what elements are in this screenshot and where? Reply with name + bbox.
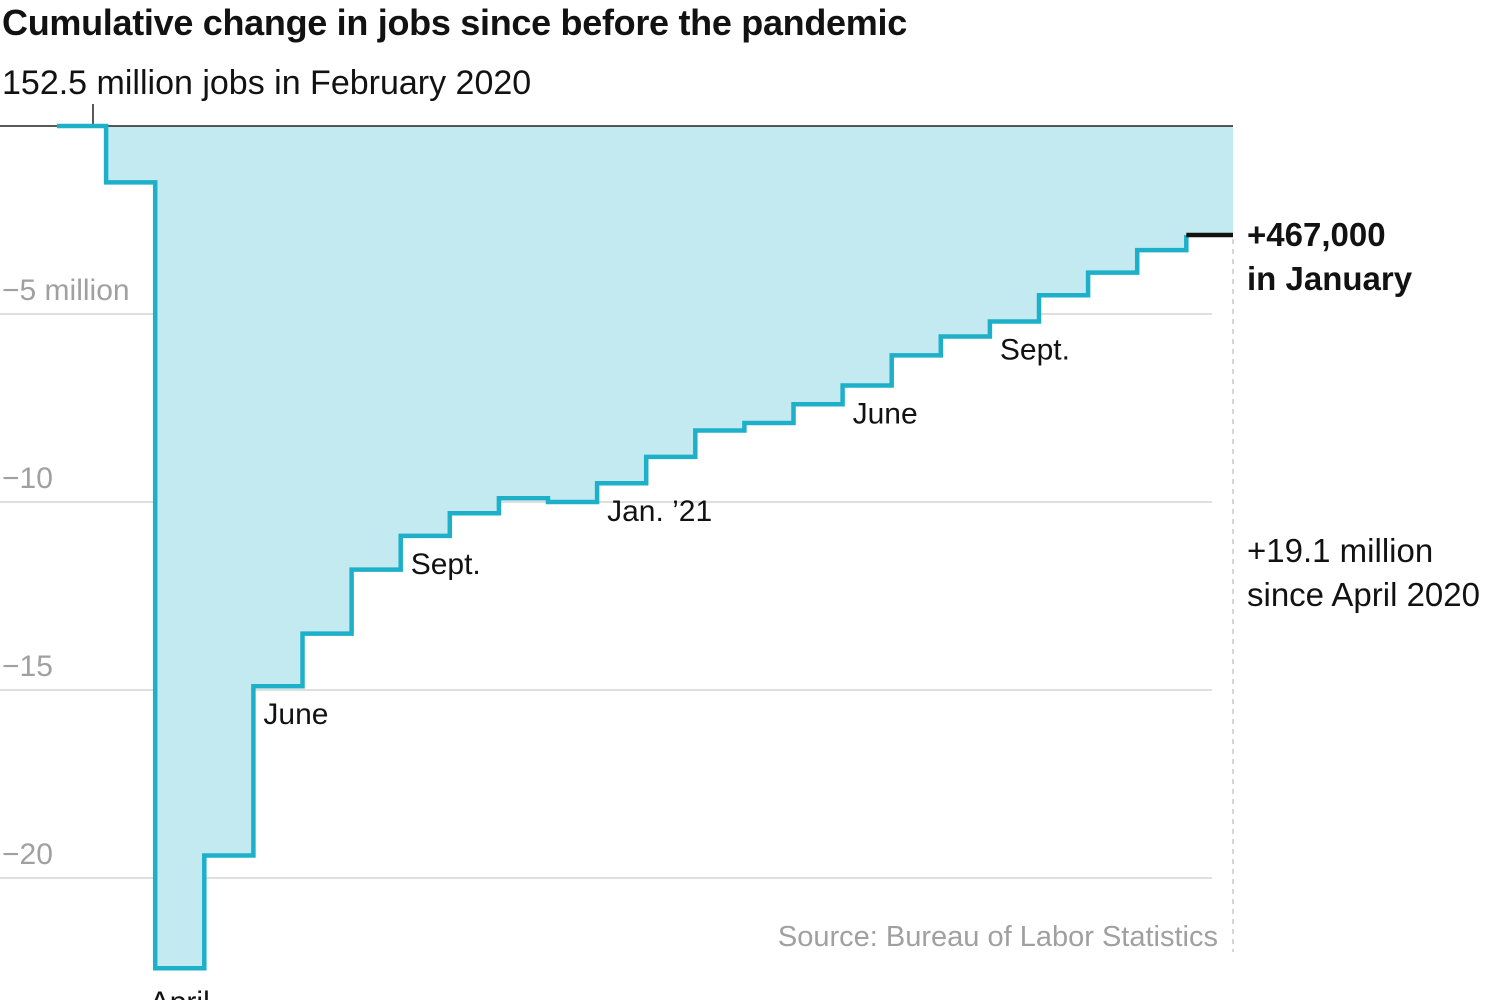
month-label: June — [263, 698, 328, 731]
recovery-total-period: since April 2020 — [1247, 576, 1480, 613]
source-note: Source: Bureau of Labor Statistics — [778, 921, 1218, 953]
latest-change-period: in January — [1247, 260, 1413, 297]
chart-title: Cumulative change in jobs since before t… — [2, 2, 907, 43]
baseline-label: 152.5 million jobs in February 2020 — [2, 64, 531, 102]
job-change-step-line — [57, 123, 1189, 971]
month-label: Jan. ’21 — [607, 495, 712, 528]
y-tick-label: −15 — [2, 650, 53, 683]
month-labels: April June Sept. Jan. ’21 June Sept. — [150, 334, 1070, 1000]
month-label: Sept. — [411, 548, 481, 581]
month-label: Sept. — [1000, 334, 1070, 367]
latest-change-value: +467,000 — [1247, 216, 1386, 253]
month-label: June — [853, 397, 918, 430]
job-loss-area — [57, 126, 1233, 969]
y-tick-label: −10 — [2, 462, 53, 495]
y-tick-label: −5 million — [2, 274, 130, 307]
y-axis-labels: −5 million −10 −15 −20 — [2, 274, 130, 871]
y-tick-label: −20 — [2, 838, 53, 871]
month-label: April — [150, 986, 210, 1000]
recovery-total-value: +19.1 million — [1247, 532, 1433, 569]
